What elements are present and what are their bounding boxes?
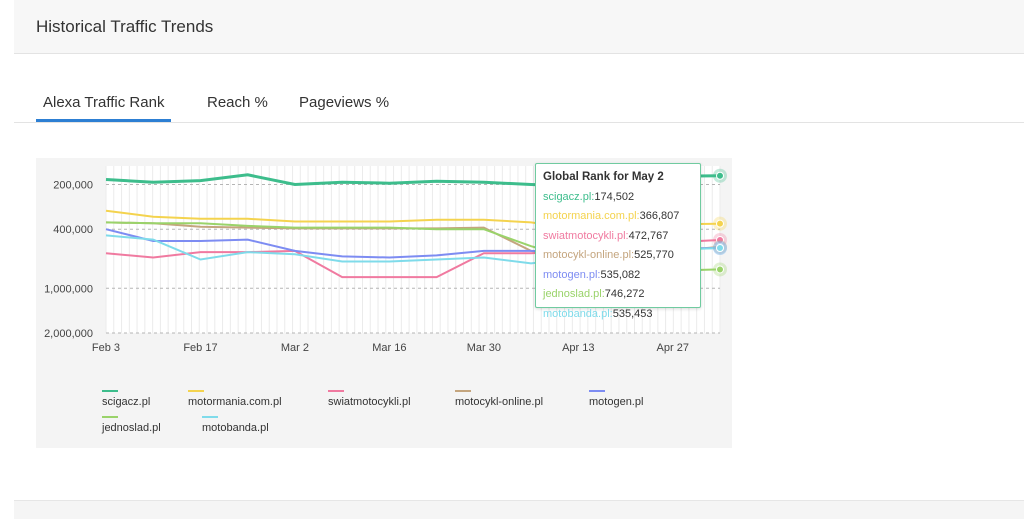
tooltip-row: motobanda.pl:535,453 (543, 305, 700, 325)
tooltip-row: motocykl-online.pl:525,770 (543, 246, 700, 266)
y-tick-label: 400,000 (53, 224, 93, 236)
tooltip-site-name: scigacz.pl: (543, 190, 595, 203)
tooltip-site-value: 525,770 (634, 249, 674, 261)
tooltip-site-name: motocykl-online.pl: (543, 249, 635, 261)
traffic-rank-chart: 200,000 400,000 1,000,000 2,000,000 Feb 3 Feb… (36, 158, 732, 448)
section-title: Historical Traffic Trends (36, 17, 214, 36)
series-marker (716, 244, 724, 253)
tooltip-row: motogen.pl:535,082 (543, 266, 700, 286)
tab-pageviews[interactable]: Pageviews % (299, 94, 390, 111)
tooltip-site-value: 472,767 (628, 229, 669, 242)
tooltip-row: motormania.com.pl:366,807 (543, 207, 700, 227)
legend-swatch (328, 390, 344, 392)
tooltip-title: Global Rank for May 2 (543, 171, 664, 183)
section-header: Historical Traffic Trends (14, 0, 1024, 54)
series-marker (716, 265, 724, 274)
tooltip-site-name: jednoslad.pl: (543, 288, 605, 300)
y-tick-label: 200,000 (53, 180, 93, 192)
legend-label: jednoslad.pl (102, 422, 161, 434)
legend-label: swiatmotocykli.pl (328, 396, 411, 408)
legend-swatch (455, 390, 471, 392)
x-tick-label: Feb 3 (92, 342, 120, 354)
tooltip-row: swiatmotocykli.pl:472,767 (543, 227, 700, 247)
legend-label: motocykl-online.pl (455, 396, 544, 408)
x-tick-label: Mar 16 (372, 342, 406, 354)
tooltip-site-value: 746,272 (604, 288, 645, 300)
tooltip-row: scigacz.pl:174,502 (543, 188, 700, 208)
y-tick-label: 2,000,000 (44, 328, 93, 340)
chart-tooltip: Global Rank for May 2 scigacz.pl:174,502… (535, 163, 701, 320)
legend-swatch (188, 390, 204, 392)
series-marker (716, 219, 724, 228)
tooltip-site-value: 535,082 (600, 268, 641, 281)
tooltip-row: jednoslad.pl:746,272 (543, 285, 700, 305)
tooltip-site-value: 366,807 (639, 210, 680, 222)
x-tick-label: Feb 17 (183, 342, 217, 354)
legend-swatch (102, 416, 118, 418)
legend-label: motobanda.pl (202, 422, 269, 434)
x-tick-label: Apr 13 (562, 342, 594, 354)
legend-label: scigacz.pl (102, 396, 151, 408)
tooltip-site-value: 535,453 (612, 307, 653, 320)
x-tick-label: Mar 30 (467, 342, 501, 354)
tab-bar: Alexa Traffic Rank Reach % Pageviews % (14, 82, 1024, 123)
chart-legend: scigacz.pl motormania.com.pl swiatmotocy… (36, 374, 732, 444)
legend-label: motogen.pl (589, 396, 644, 408)
legend-swatch (102, 390, 118, 392)
tab-reach[interactable]: Reach % (207, 94, 268, 111)
legend-swatch (202, 416, 218, 418)
tooltip-site-name: motormania.com.pl: (543, 210, 640, 222)
legend-label: motormania.com.pl (188, 396, 282, 408)
tooltip-site-name: motogen.pl: (543, 268, 601, 281)
x-tick-label: Apr 27 (657, 342, 689, 354)
tooltip-site-name: swiatmotocykli.pl: (543, 229, 629, 242)
series-marker (716, 171, 724, 180)
tooltip-site-name: motobanda.pl: (543, 307, 613, 320)
tab-alexa-traffic-rank[interactable]: Alexa Traffic Rank (35, 94, 172, 122)
footer-bar (14, 500, 1024, 519)
x-tick-label: Mar 2 (281, 342, 309, 354)
y-tick-label: 1,000,000 (44, 283, 93, 295)
tooltip-site-value: 174,502 (594, 190, 635, 203)
legend-swatch (589, 390, 605, 392)
